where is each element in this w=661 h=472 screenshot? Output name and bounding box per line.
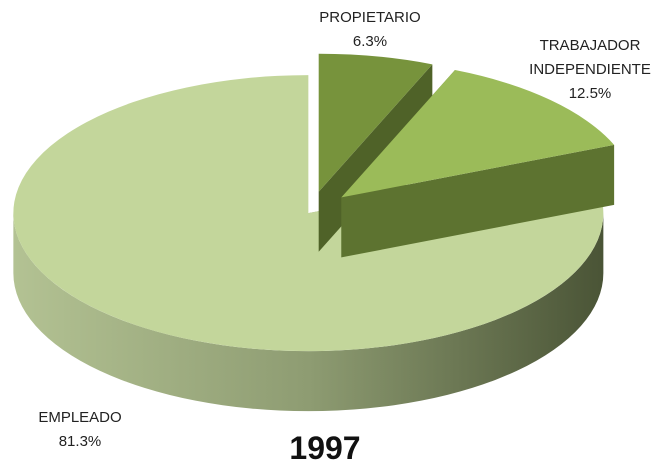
slice-label: TRABAJADOR INDEPENDIENTE 12.5%	[515, 34, 661, 106]
value-label: 6.3%	[352, 33, 388, 50]
category-label: TRABAJADOR INDEPENDIENTE	[529, 37, 651, 78]
slice-label: EMPLEADO 81.3%	[10, 406, 150, 454]
value-label: 81.3%	[58, 433, 102, 450]
chart-title: 1997	[289, 430, 361, 466]
slice-label: PROPIETARIO 6.3%	[300, 6, 440, 54]
category-label: EMPLEADO	[38, 409, 122, 426]
slice	[318, 53, 433, 192]
slice-wall	[13, 213, 604, 412]
slice	[341, 70, 615, 198]
slice-side	[341, 144, 615, 258]
slice	[13, 75, 604, 352]
category-label: PROPIETARIO	[319, 9, 421, 26]
value-label: 12.5%	[568, 85, 612, 102]
